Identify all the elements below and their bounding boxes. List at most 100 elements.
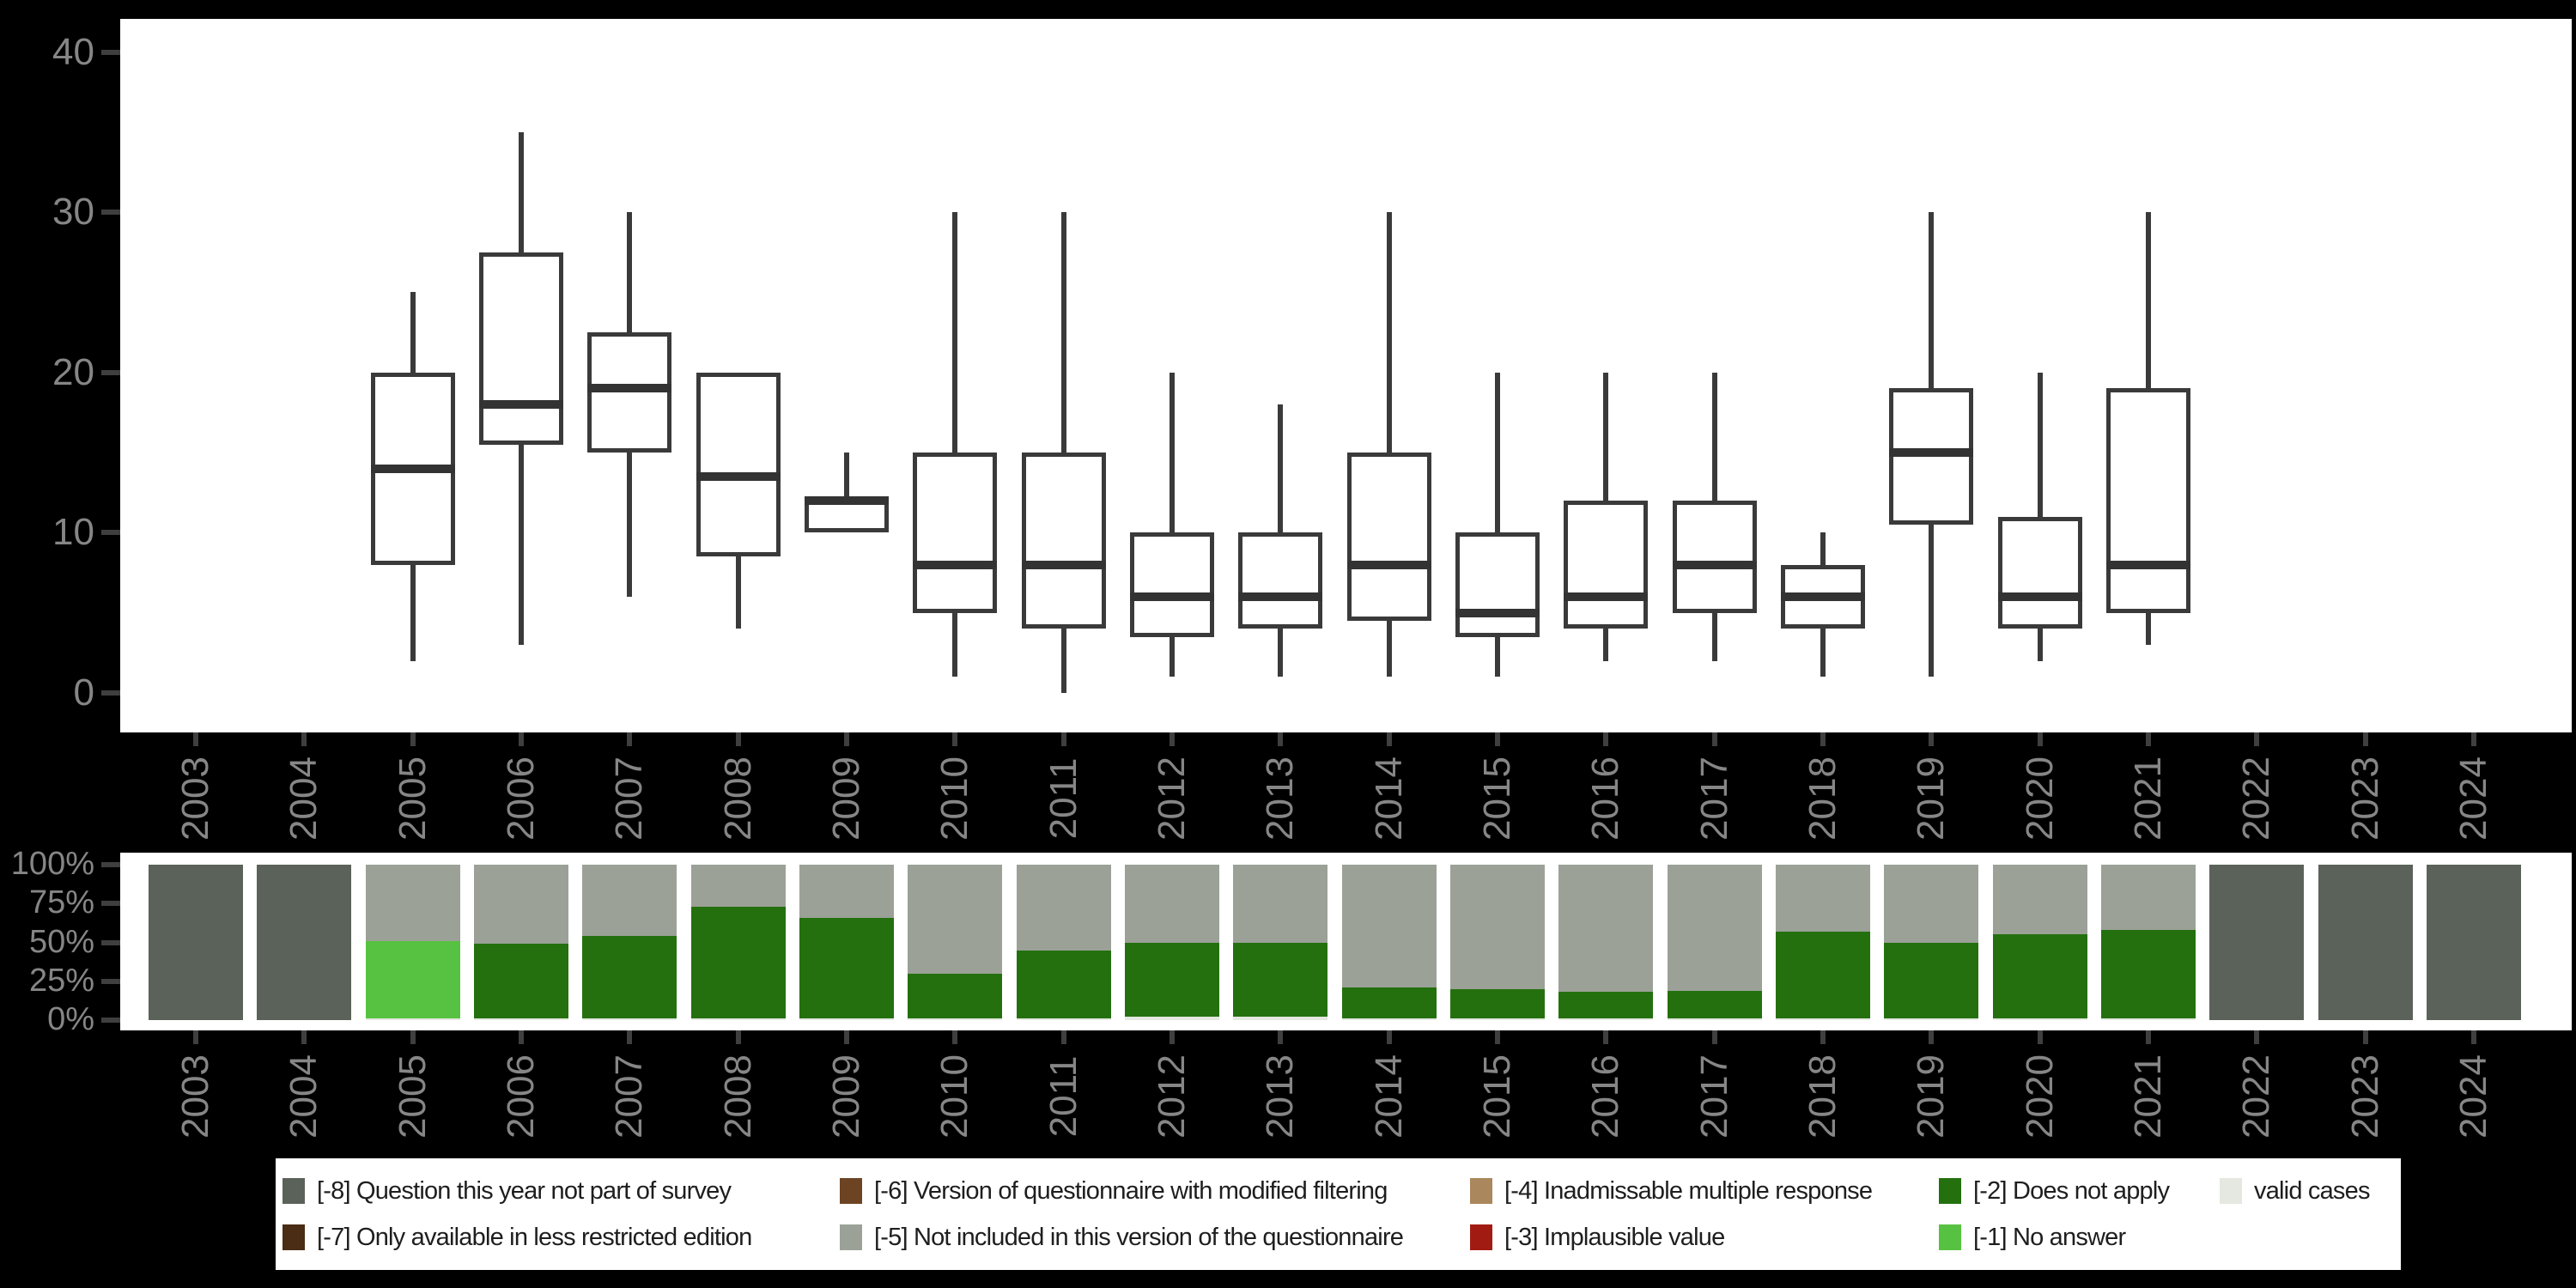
bar-x-tick bbox=[1495, 1030, 1500, 1044]
legend-label--3: [-3] Implausible value bbox=[1504, 1224, 1725, 1251]
boxplot-x-tick-label: 2010 bbox=[933, 756, 975, 841]
lower-whisker bbox=[2038, 629, 2043, 661]
boxplot-x-tick bbox=[1712, 732, 1717, 746]
boxplot-x-tick bbox=[1278, 732, 1283, 746]
bar-x-tick bbox=[519, 1030, 524, 1044]
bar-segment-valid bbox=[366, 1018, 460, 1020]
legend-swatch--6 bbox=[840, 1178, 862, 1204]
bar-x-tick bbox=[193, 1030, 198, 1044]
boxplot-y-tick bbox=[101, 690, 120, 696]
boxplot-x-tick-label: 2005 bbox=[392, 756, 434, 841]
bar-segment--5 bbox=[1884, 865, 1978, 943]
upper-whisker bbox=[1495, 373, 1500, 532]
bar-segment--5 bbox=[2101, 865, 2196, 930]
bar-segment-valid bbox=[1558, 1018, 1653, 1020]
bar-x-tick-label: 2004 bbox=[283, 1054, 325, 1139]
boxplot-x-tick bbox=[2254, 732, 2259, 746]
lower-whisker bbox=[1495, 637, 1500, 677]
bar-segment-valid bbox=[1668, 1018, 1762, 1020]
median-line bbox=[696, 472, 781, 481]
legend-label--5: [-5] Not included in this version of the… bbox=[874, 1224, 1404, 1251]
boxplot-x-tick-label: 2008 bbox=[717, 756, 759, 841]
bar-x-tick bbox=[2254, 1030, 2259, 1044]
legend-swatch--4 bbox=[1470, 1178, 1492, 1204]
bar-segment--5 bbox=[1450, 865, 1545, 989]
bar-segment--8 bbox=[2427, 865, 2521, 1020]
upper-whisker bbox=[2038, 373, 2043, 517]
median-line bbox=[371, 465, 455, 473]
upper-whisker bbox=[1820, 532, 1826, 565]
boxplot-y-tick-label: 40 bbox=[52, 31, 94, 73]
boxplot-x-tick-label: 2020 bbox=[2019, 756, 2061, 841]
boxplot-x-tick-label: 2023 bbox=[2344, 756, 2386, 841]
upper-whisker bbox=[952, 212, 957, 453]
upper-whisker bbox=[1712, 373, 1717, 501]
bar-x-tick bbox=[844, 1030, 849, 1044]
upper-whisker bbox=[1061, 212, 1066, 453]
bar-segment--5 bbox=[1125, 865, 1219, 943]
legend-swatch-valid bbox=[2220, 1178, 2242, 1204]
boxplot-x-tick bbox=[1387, 732, 1392, 746]
lower-whisker bbox=[1170, 637, 1175, 677]
legend-swatch--3 bbox=[1470, 1224, 1492, 1250]
boxplot-x-tick bbox=[736, 732, 741, 746]
bar-x-tick bbox=[736, 1030, 741, 1044]
bar-segment--5 bbox=[366, 865, 460, 941]
lower-whisker bbox=[1387, 621, 1392, 677]
upper-whisker bbox=[410, 292, 416, 373]
bar-segment--2 bbox=[908, 974, 1002, 1018]
upper-whisker bbox=[1603, 373, 1608, 501]
bar-x-tick-label: 2011 bbox=[1042, 1055, 1084, 1138]
boxplot-x-tick bbox=[193, 732, 198, 746]
median-line bbox=[1347, 561, 1431, 569]
bar-segment-valid bbox=[1017, 1018, 1111, 1020]
bar-y-tick bbox=[101, 901, 120, 906]
boxplot-x-tick bbox=[952, 732, 957, 746]
iqr-box bbox=[479, 252, 563, 445]
bar-segment--2 bbox=[1342, 987, 1437, 1018]
boxplot-x-tick-label: 2019 bbox=[1910, 756, 1952, 841]
boxplot-x-tick-label: 2024 bbox=[2452, 756, 2494, 841]
bar-segment--5 bbox=[1668, 865, 1762, 991]
legend-swatch--8 bbox=[283, 1178, 305, 1204]
bar-x-tick-label: 2009 bbox=[825, 1054, 867, 1139]
legend-swatch--5 bbox=[840, 1224, 862, 1250]
lower-whisker bbox=[519, 445, 524, 645]
bar-x-tick bbox=[1278, 1030, 1283, 1044]
lower-whisker bbox=[1278, 629, 1283, 677]
bar-segment-valid bbox=[474, 1018, 568, 1020]
bar-x-tick-label: 2006 bbox=[500, 1054, 542, 1139]
iqr-box bbox=[696, 373, 781, 556]
bar-x-tick bbox=[1820, 1030, 1826, 1044]
bar-segment--5 bbox=[1017, 865, 1111, 951]
boxplot-x-tick bbox=[1495, 732, 1500, 746]
bar-x-tick-label: 2024 bbox=[2452, 1054, 2494, 1139]
iqr-box bbox=[913, 453, 997, 613]
boxplot-x-tick-label: 2015 bbox=[1476, 756, 1518, 841]
bar-segment--5 bbox=[908, 865, 1002, 974]
bar-segment--2 bbox=[1884, 943, 1978, 1018]
boxplot-x-tick-label: 2018 bbox=[1801, 756, 1844, 841]
upper-whisker bbox=[519, 132, 524, 252]
bar-segment--8 bbox=[2318, 865, 2413, 1020]
boxplot-x-tick-label: 2013 bbox=[1259, 756, 1301, 841]
boxplot-y-tick bbox=[101, 210, 120, 215]
median-line bbox=[1238, 592, 1322, 601]
legend-label--1: [-1] No answer bbox=[1973, 1224, 2126, 1251]
bar-segment--2 bbox=[2101, 930, 2196, 1018]
upper-whisker bbox=[1278, 404, 1283, 532]
boxplot-x-tick bbox=[1820, 732, 1826, 746]
legend-label--6: [-6] Version of questionnaire with modif… bbox=[874, 1177, 1388, 1205]
bar-segment--5 bbox=[474, 865, 568, 944]
median-line bbox=[1998, 592, 2082, 601]
boxplot-x-tick-label: 2004 bbox=[283, 756, 325, 841]
upper-whisker bbox=[1929, 212, 1934, 388]
boxplot-y-tick bbox=[101, 370, 120, 375]
bar-x-tick bbox=[952, 1030, 957, 1044]
lower-whisker bbox=[410, 565, 416, 661]
bar-y-tick-label: 100% bbox=[10, 846, 94, 882]
bar-x-tick bbox=[1170, 1030, 1175, 1044]
iqr-box bbox=[587, 332, 671, 453]
bar-segment--2 bbox=[1017, 951, 1111, 1018]
